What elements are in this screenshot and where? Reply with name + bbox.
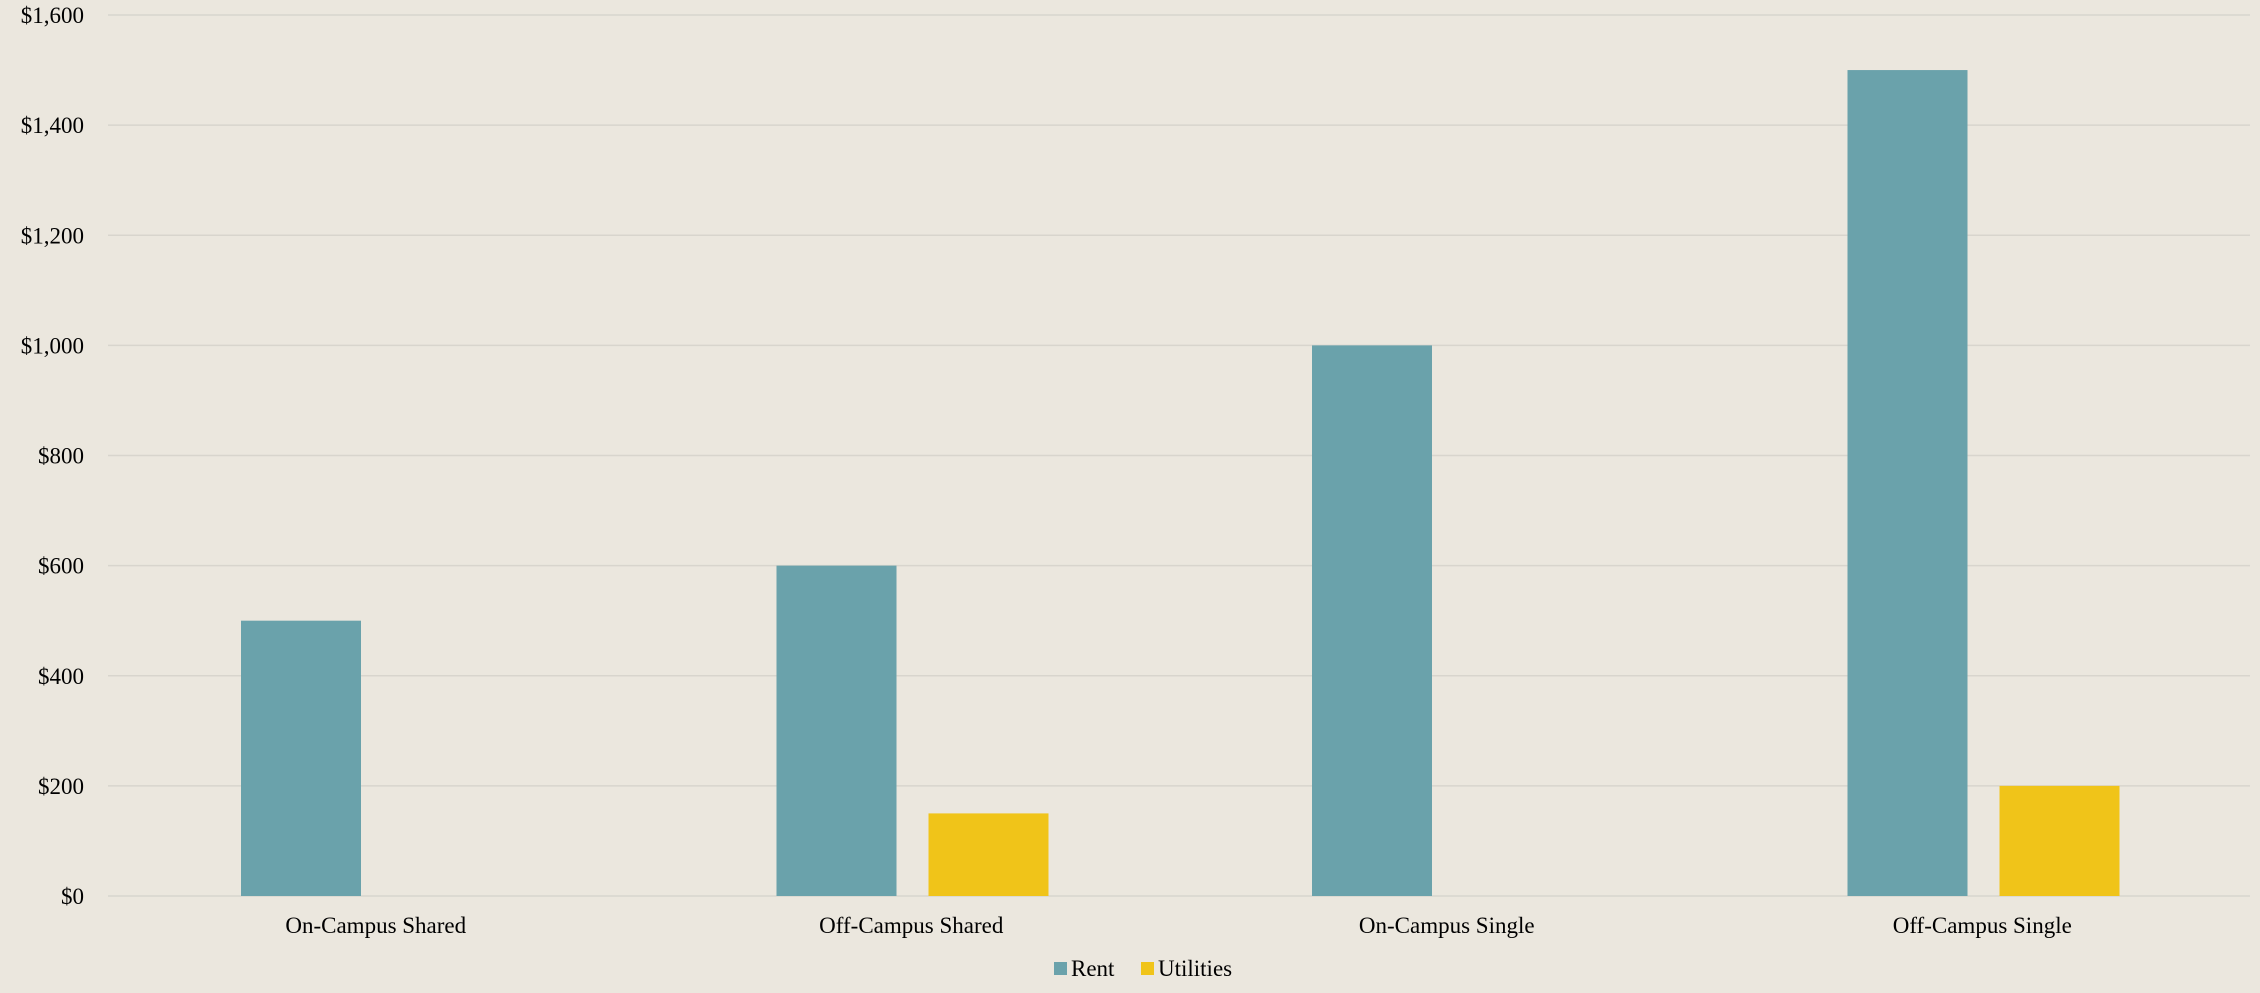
legend-label-rent: Rent — [1071, 956, 1115, 981]
bar-utilities-4 — [1999, 785, 2120, 896]
bar-rent-4 — [1847, 70, 1968, 896]
x-axis: On-Campus Shared Off-Campus Shared On-Camp… — [285, 913, 2071, 938]
y-tick-label: $200 — [38, 774, 84, 799]
y-tick-label: $1,000 — [21, 333, 84, 358]
x-tick-label: On-Campus Single — [1359, 913, 1535, 938]
y-tick-label: $800 — [38, 444, 84, 469]
bars-layer — [241, 70, 2120, 896]
bar-rent-3 — [1312, 345, 1432, 896]
y-tick-label: $600 — [38, 554, 84, 579]
grid-layer — [108, 14, 2250, 897]
legend-swatch-rent — [1054, 962, 1067, 975]
legend: Rent Utilities — [1054, 956, 1232, 981]
bar-rent-2 — [776, 565, 897, 896]
y-tick-label: $1,400 — [21, 113, 84, 138]
legend-label-utilities: Utilities — [1158, 956, 1232, 981]
bar-rent-1 — [241, 620, 361, 896]
x-tick-label: Off-Campus Shared — [819, 913, 1004, 938]
x-tick-label: Off-Campus Single — [1893, 913, 2072, 938]
y-axis: $0 $200 $400 $600 $800 $1,000 $1,200 $1,400 $1,6… — [21, 3, 84, 909]
x-tick-label: On-Campus Shared — [285, 913, 466, 938]
y-tick-label: $1,600 — [21, 3, 84, 28]
legend-swatch-utilities — [1141, 962, 1154, 975]
bar-utilities-2 — [928, 813, 1049, 896]
y-tick-label: $0 — [61, 884, 84, 909]
y-tick-label: $1,200 — [21, 223, 84, 248]
y-tick-label: $400 — [38, 664, 84, 689]
